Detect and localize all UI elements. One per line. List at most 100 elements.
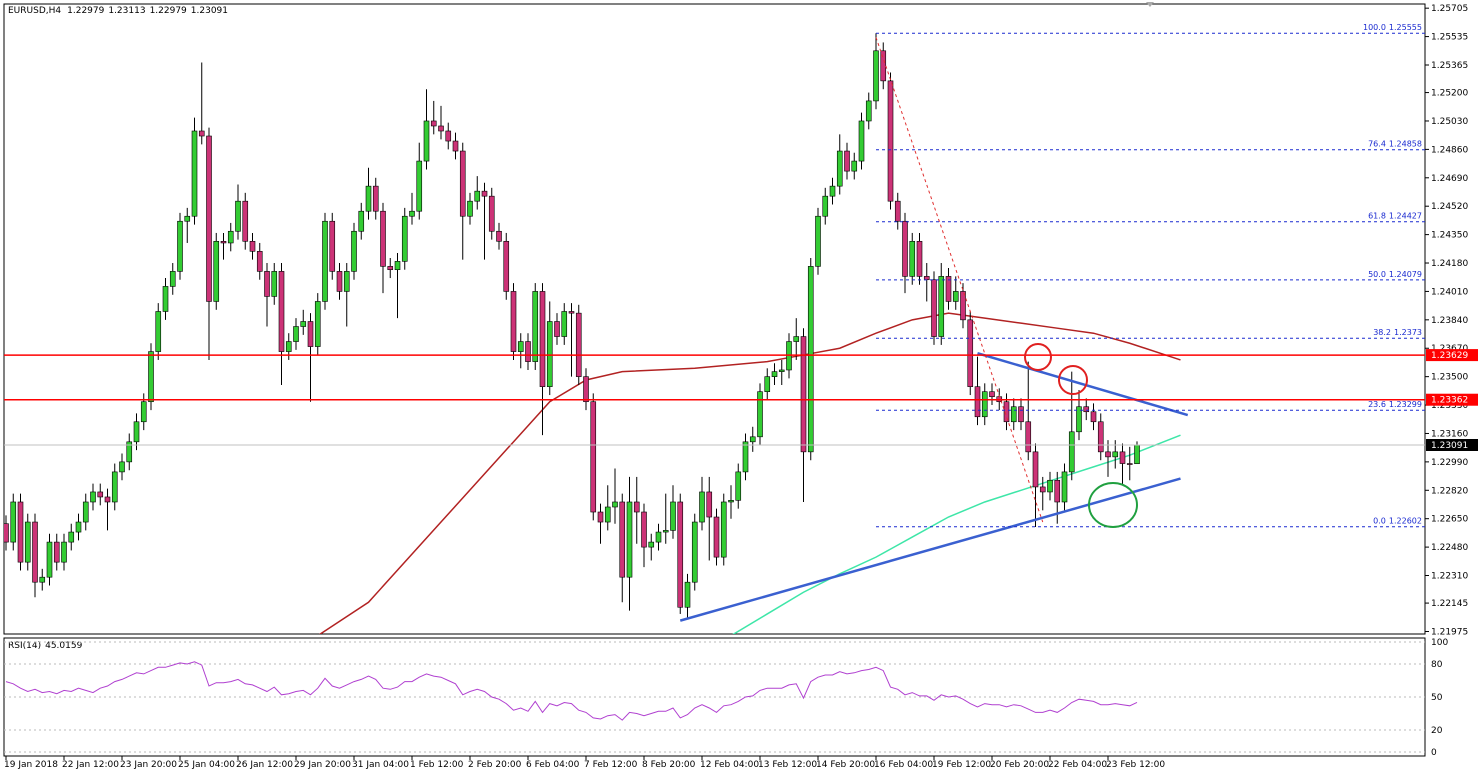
y-tick-label: 1.23330 <box>1431 401 1468 411</box>
candle-body <box>720 501 727 558</box>
candle-body <box>554 321 560 337</box>
candle-body <box>227 230 234 244</box>
candle-body <box>90 491 96 503</box>
y-tick-label: 1.24690 <box>1431 174 1468 184</box>
candle-body <box>387 266 394 271</box>
x-tick-label: 29 Jan 20:00 <box>294 760 351 770</box>
candle-body <box>322 220 328 302</box>
level-box <box>1426 349 1478 362</box>
y-tick-label: 1.23500 <box>1431 373 1468 383</box>
candle-body <box>365 185 372 212</box>
candle-body <box>293 326 299 342</box>
candle-body <box>800 336 807 453</box>
candle-body <box>467 200 473 217</box>
candle-body <box>938 276 945 337</box>
current-price-label: 1.23091 <box>1431 441 1468 451</box>
candle-body <box>909 240 916 277</box>
candle-body <box>902 220 908 277</box>
candle-body <box>416 160 423 212</box>
candle-body <box>162 286 169 312</box>
candle-body <box>169 271 176 287</box>
candle-body <box>423 120 430 162</box>
candle-body <box>329 220 336 272</box>
high-price: 1.23113 <box>108 6 145 16</box>
x-tick-label: 6 Feb 04:00 <box>526 760 580 770</box>
candle-body <box>380 210 386 267</box>
candle-body <box>604 506 611 523</box>
rsi-tick-label: 100 <box>1431 638 1448 648</box>
candle-body <box>655 531 662 543</box>
candle-body <box>931 279 937 337</box>
candle-body <box>220 240 227 244</box>
candle-body <box>474 190 481 202</box>
x-tick-label: 13 Feb 12:00 <box>758 760 817 770</box>
candle-body <box>97 491 104 498</box>
candle-body <box>358 210 365 232</box>
level-label: 1.23362 <box>1431 396 1468 406</box>
candle-body <box>242 200 249 242</box>
fibo-price: 1.24427 <box>1389 212 1422 221</box>
candle-body <box>264 271 270 297</box>
y-tick-label: 1.22310 <box>1431 572 1468 582</box>
candle-body <box>677 501 684 608</box>
fibo-level: 38.2 <box>1373 328 1391 337</box>
candle-body <box>590 401 597 513</box>
candle-body <box>583 376 589 403</box>
rsi-tick-label: 80 <box>1431 660 1443 670</box>
candle-body <box>778 369 785 372</box>
candle-body <box>641 511 647 548</box>
candle-body <box>68 531 75 543</box>
candle-body <box>510 291 517 352</box>
y-tick-label: 1.24010 <box>1431 287 1468 297</box>
candle-body <box>438 125 444 132</box>
candle-body <box>865 100 872 122</box>
candle-body <box>517 341 524 352</box>
candle-body <box>923 276 930 281</box>
y-tick-label: 1.22820 <box>1431 486 1468 496</box>
fibo-price: 1.22602 <box>1389 517 1422 526</box>
candle-body <box>836 150 843 187</box>
plot-area <box>4 33 1189 634</box>
y-tick-label: 1.25705 <box>1431 4 1468 14</box>
candle-body <box>662 530 669 533</box>
candle-body <box>24 521 31 563</box>
y-tick-label: 1.22480 <box>1431 543 1468 553</box>
candle-body <box>4 523 9 543</box>
annotation-circle <box>1024 343 1052 371</box>
rsi-line <box>5 661 1138 721</box>
candle-body <box>314 301 321 347</box>
rsi-tick-label: 50 <box>1431 693 1443 703</box>
fibo-price: 1.25555 <box>1389 23 1422 32</box>
candle-body <box>764 376 771 392</box>
y-tick-label: 1.22650 <box>1431 515 1468 525</box>
candle-body <box>974 386 981 418</box>
close-price: 1.23091 <box>191 6 228 16</box>
candle-body <box>39 576 46 583</box>
candle-body <box>191 130 198 217</box>
y-tick-label: 1.25200 <box>1431 89 1468 99</box>
candle-body <box>851 160 858 172</box>
open-price: 1.22979 <box>67 6 104 16</box>
y-tick-label: 1.22145 <box>1431 599 1468 609</box>
candle-body <box>713 516 720 558</box>
fibo-level: 0.0 <box>1373 517 1386 526</box>
candle-body <box>945 276 952 302</box>
candle-body <box>213 240 220 302</box>
candle-body <box>1061 471 1068 503</box>
candle-body <box>394 261 401 271</box>
x-tick-label: 12 Feb 04:00 <box>700 760 759 770</box>
candle-body <box>1083 406 1090 413</box>
candle-body <box>235 200 241 232</box>
candle-body <box>17 501 24 563</box>
candle-body <box>488 195 495 232</box>
candle-body <box>104 496 111 503</box>
candle-body <box>1047 479 1053 493</box>
candle-body <box>575 312 582 377</box>
moving-average <box>318 312 1181 634</box>
candle-body <box>1134 444 1140 465</box>
low-price: 1.22979 <box>150 6 187 16</box>
candle-body <box>372 185 379 212</box>
candle-body <box>735 471 742 501</box>
candle-body <box>771 371 778 377</box>
x-tick-label: 19 Feb 12:00 <box>932 760 991 770</box>
